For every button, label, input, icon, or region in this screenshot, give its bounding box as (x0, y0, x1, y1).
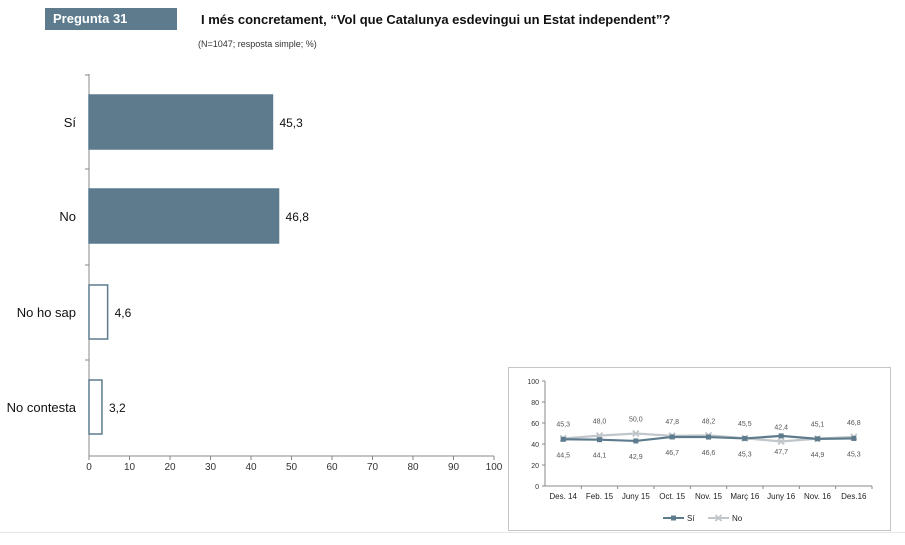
bar (88, 284, 109, 340)
series-no-data-label: 50,0 (629, 417, 643, 424)
series-no-data-label: 46,8 (847, 420, 861, 427)
inset-y-tick-label: 100 (527, 379, 539, 386)
bar (88, 188, 280, 244)
category-label: No contesta (7, 400, 77, 415)
x-tick-label: 10 (124, 462, 136, 473)
series-no-data-label: 47,8 (665, 419, 679, 426)
inset-x-tick-label: Juny 15 (622, 492, 651, 501)
series-si-data-label: 47,7 (774, 449, 788, 456)
trend-inset-panel: 0 20 40 60 80 100 Des. 14 Feb. 15 Juny 15 Oct. 15… (508, 367, 891, 531)
x-tick-label: 50 (286, 462, 298, 473)
series-si-marker (633, 438, 639, 444)
inset-x-tick-label: Des. 14 (549, 492, 577, 501)
inset-x-tick-label: Març 16 (730, 492, 759, 501)
series-si-data-label: 45,3 (847, 451, 861, 458)
inset-y-tick-label: 40 (531, 442, 539, 449)
series-si-data-label: 46,7 (665, 450, 679, 457)
sample-note: (N=1047; resposta simple; %) (198, 39, 317, 49)
series-si-marker (815, 436, 820, 442)
inset-y-tick-label: 20 (531, 463, 539, 470)
series-no-marker (714, 514, 723, 522)
series-no-data-label: 48,0 (593, 419, 607, 426)
bar (88, 379, 103, 435)
x-tick-label: 70 (367, 462, 379, 473)
x-tick-label: 20 (164, 462, 176, 473)
x-tick-label: 40 (245, 462, 257, 473)
series-no-marker (777, 437, 785, 446)
inset-y-tick-label: 0 (535, 484, 539, 491)
series-no-data-label: 42,4 (774, 424, 788, 431)
x-tick-label: 0 (86, 462, 92, 473)
series-si-marker (671, 515, 676, 521)
trend-line-chart: 0 20 40 60 80 100 Des. 14 Feb. 15 Juny 15 Oct. 15… (527, 379, 873, 523)
series-no-data-label: 45,5 (738, 421, 752, 428)
series-si-marker (560, 436, 566, 442)
series-si-data-label: 46,6 (702, 450, 716, 457)
series-si-marker (851, 435, 857, 441)
category-label: Sí (64, 115, 77, 130)
bar-value-label: 45,3 (279, 116, 303, 130)
series-si-marker (597, 437, 602, 443)
x-tick-label: 80 (407, 462, 419, 473)
series-si-data-label: 44,5 (556, 452, 570, 459)
series-si-data-label: 45,3 (738, 451, 752, 458)
inset-y-tick-label: 60 (531, 421, 539, 428)
question-number-badge: Pregunta 31 (45, 8, 177, 30)
x-tick-label: 90 (448, 462, 460, 473)
bar-value-label: 46,8 (286, 210, 310, 224)
legend-si-label: Sí (687, 514, 695, 523)
inset-x-tick-label: Nov. 15 (695, 492, 723, 501)
series-si-marker (706, 434, 711, 440)
footer-divider (0, 532, 905, 533)
inset-x-tick-label: Des.16 (841, 492, 867, 501)
inset-x-tick-label: Juny 16 (767, 492, 796, 501)
series-si-marker (742, 435, 748, 441)
bar (88, 94, 274, 150)
inset-x-tick-label: Oct. 15 (659, 492, 685, 501)
inset-x-tick-label: Feb. 15 (586, 492, 614, 501)
inset-y-tick-label: 80 (531, 400, 539, 407)
series-si-marker (669, 434, 675, 440)
inset-x-tick-label: Nov. 16 (804, 492, 832, 501)
x-tick-label: 100 (486, 462, 503, 473)
series-si-data-label: 42,9 (629, 454, 643, 461)
series-si-marker (778, 433, 784, 439)
bar-value-label: 4,6 (115, 306, 132, 320)
x-tick-label: 60 (326, 462, 338, 473)
series-si-data-label: 44,9 (811, 452, 825, 459)
category-label: No (59, 209, 76, 224)
series-no-data-label: 48,2 (702, 418, 716, 425)
legend-no-label: No (732, 514, 743, 523)
bar-value-label: 3,2 (109, 401, 126, 415)
series-no-marker (632, 429, 640, 438)
series-no-data-label: 45,1 (811, 422, 825, 429)
series-no-data-label: 45,3 (556, 421, 570, 428)
category-label: No ho sap (17, 305, 76, 320)
question-title: I més concretament, “Vol que Catalunya e… (201, 12, 671, 27)
series-si-data-label: 44,1 (593, 453, 607, 460)
x-tick-label: 30 (205, 462, 217, 473)
